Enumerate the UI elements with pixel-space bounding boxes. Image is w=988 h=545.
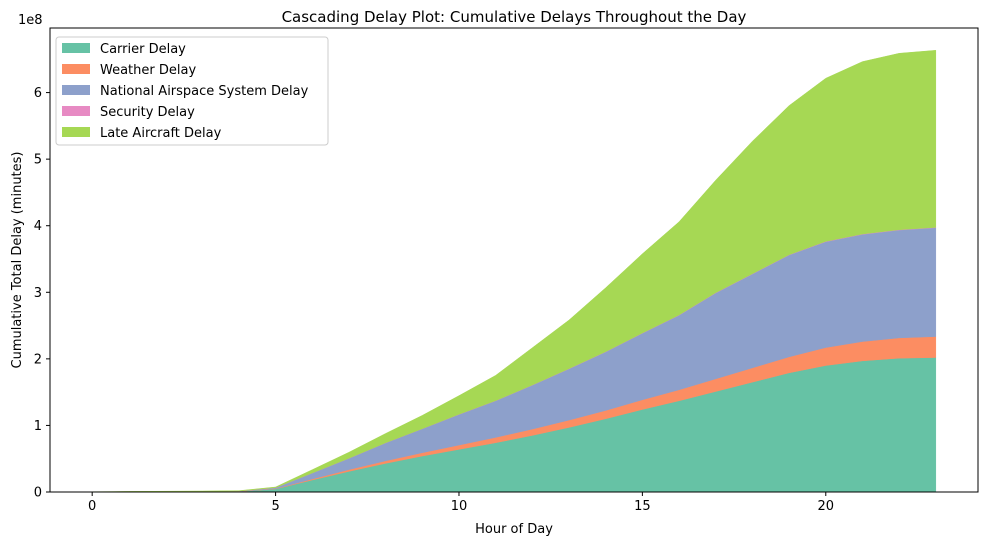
x-tick-label: 5 [271, 499, 279, 514]
legend-label: Carrier Delay [100, 42, 186, 57]
legend-swatch [62, 85, 90, 95]
y-tick-label: 6 [34, 86, 42, 101]
legend: Carrier Delay Weather Delay National Airsp… [55, 36, 329, 146]
y-tick-label: 0 [34, 486, 42, 501]
area-series-4 [91, 50, 937, 493]
legend-label: Late Aircraft Delay [100, 126, 222, 141]
y-tick-label: 4 [34, 219, 42, 234]
legend-swatch [62, 43, 90, 53]
y-axis-ticks: 0 1 2 3 4 5 6 [34, 86, 50, 501]
y-axis-label: Cumulative Total Delay (minutes) [10, 151, 25, 368]
legend-box [55, 36, 329, 146]
legend-swatch [62, 64, 90, 74]
y-tick-label: 3 [34, 286, 42, 301]
x-axis-ticks: 0 5 10 15 20 [88, 492, 834, 514]
y-tick-label: 2 [34, 352, 42, 367]
legend-swatch [62, 106, 90, 116]
plot-frame [49, 27, 979, 493]
chart-title: Cascading Delay Plot: Cumulative Delays … [282, 8, 747, 26]
x-tick-label: 10 [451, 499, 468, 514]
x-axis-label: Hour of Day [475, 522, 553, 537]
legend-label: National Airspace System Delay [100, 84, 309, 99]
y-tick-label: 5 [34, 153, 42, 168]
x-tick-label: 15 [634, 499, 651, 514]
x-tick-label: 0 [88, 499, 96, 514]
legend-label: Security Delay [100, 105, 195, 120]
legend-label: Weather Delay [100, 63, 196, 78]
y-tick-label: 1 [34, 419, 42, 434]
legend-swatch [62, 127, 90, 137]
x-tick-label: 20 [818, 499, 835, 514]
y-offset-label: 1e8 [18, 13, 43, 28]
